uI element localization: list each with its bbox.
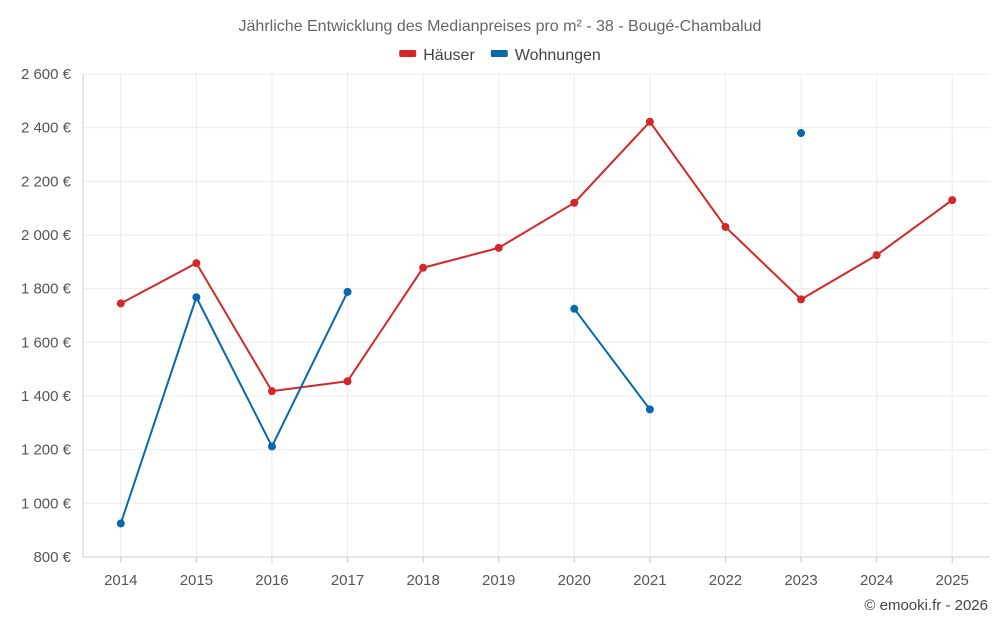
legend[interactable]: Häuser Wohnungen (399, 47, 601, 64)
grid (83, 73, 990, 557)
series-line-wohnungen (119, 291, 349, 524)
data-point-haeuser-2017[interactable] (343, 377, 352, 386)
series-layer (116, 117, 957, 528)
x-tick-label: 2015 (180, 572, 213, 589)
legend-swatch (490, 50, 508, 57)
y-tick-label: 1 600 € (21, 334, 72, 351)
chart-title: Jährliche Entwicklung des Medianpreises … (239, 18, 762, 35)
data-point-haeuser-2018[interactable] (419, 263, 428, 272)
y-tick-label: 800 € (33, 549, 71, 566)
y-tick-label: 1 800 € (21, 281, 72, 298)
x-tick-label: 2014 (104, 572, 137, 589)
series-haeuser (116, 117, 957, 396)
data-point-haeuser-2024[interactable] (872, 251, 881, 260)
data-point-haeuser-2023[interactable] (797, 295, 806, 304)
data-point-haeuser-2019[interactable] (494, 243, 503, 252)
legend-label: Wohnungen (515, 47, 601, 64)
data-point-wohnungen-2014[interactable] (116, 519, 125, 528)
x-tick-label: 2019 (482, 572, 515, 589)
y-tick-label: 2 400 € (21, 120, 72, 137)
legend-item-haeuser[interactable]: Häuser (399, 47, 475, 64)
data-point-haeuser-2016[interactable] (267, 387, 276, 396)
axes: 800 € 1 000 € 1 200 € 1 400 € 1 600 € 1 800 €… (21, 66, 990, 589)
x-tick-label: 2021 (633, 572, 666, 589)
x-tick-label: 2016 (255, 572, 288, 589)
y-tick-label: 1 200 € (21, 442, 72, 459)
x-tick-label: 2018 (406, 572, 439, 589)
data-point-haeuser-2025[interactable] (948, 196, 957, 205)
x-tick-label: 2025 (936, 572, 969, 589)
series-line-wohnungen (573, 308, 651, 411)
copyright-text: © emooki.fr - 2026 (864, 597, 988, 614)
x-tick-label: 2023 (784, 572, 817, 589)
legend-item-wohnungen[interactable]: Wohnungen (490, 47, 601, 64)
y-tick-label: 2 600 € (21, 66, 72, 83)
series-line-haeuser (120, 120, 953, 393)
y-tick-label: 2 000 € (21, 227, 72, 244)
legend-label: Häuser (423, 47, 475, 64)
x-tick-label: 2017 (331, 572, 364, 589)
data-point-haeuser-2014[interactable] (116, 299, 125, 308)
data-point-wohnungen-2023[interactable] (797, 129, 806, 138)
y-tick-label: 1 000 € (21, 495, 72, 512)
data-point-wohnungen-2015[interactable] (192, 293, 201, 302)
legend-swatch (399, 50, 417, 57)
data-point-haeuser-2015[interactable] (192, 259, 201, 268)
x-tick-label: 2020 (558, 572, 591, 589)
y-tick-label: 1 400 € (21, 388, 72, 405)
series-wohnungen (116, 129, 806, 528)
data-point-haeuser-2020[interactable] (570, 198, 579, 207)
x-tick-label: 2022 (709, 572, 742, 589)
data-point-haeuser-2022[interactable] (721, 222, 730, 231)
y-tick-label: 2 200 € (21, 173, 72, 190)
x-tick-label: 2024 (860, 572, 893, 589)
data-point-wohnungen-2017[interactable] (343, 287, 352, 296)
data-point-wohnungen-2016[interactable] (267, 442, 276, 451)
data-point-wohnungen-2020[interactable] (570, 304, 579, 313)
data-point-haeuser-2021[interactable] (645, 117, 654, 126)
data-point-wohnungen-2021[interactable] (645, 405, 654, 414)
